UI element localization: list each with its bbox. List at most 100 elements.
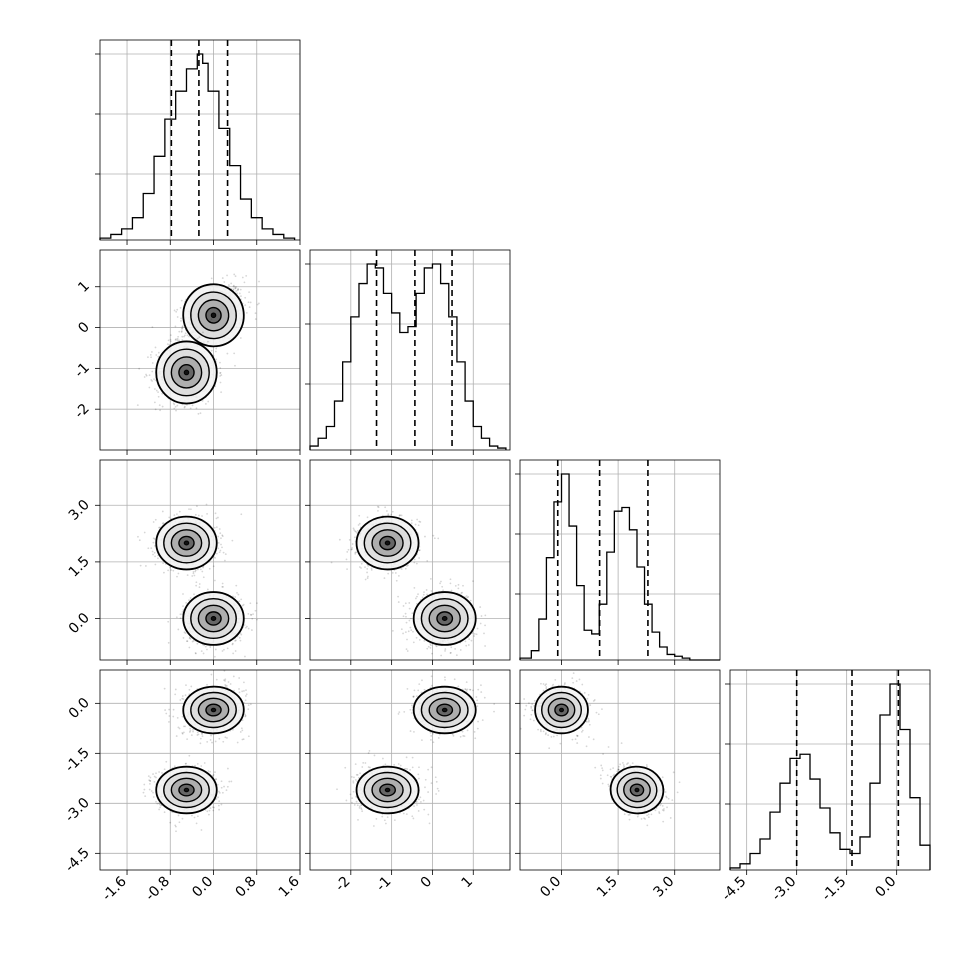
scatter-point: [430, 590, 433, 592]
scatter-point: [219, 375, 221, 377]
scatter-point: [348, 538, 351, 541]
scatter-point: [447, 663, 449, 665]
scatter-point: [429, 643, 432, 645]
scatter-point: [224, 553, 227, 556]
scatter-point: [238, 600, 241, 602]
scatter-point: [154, 518, 157, 521]
scatter-point: [179, 617, 182, 620]
scatter-point: [352, 527, 355, 530]
scatter-point: [394, 572, 397, 574]
scatter-point: [181, 335, 184, 338]
scatter-point: [215, 358, 218, 361]
scatter-point: [136, 404, 139, 407]
scatter-point: [450, 646, 453, 649]
scatter-point: [196, 505, 198, 508]
scatter-point: [418, 549, 421, 552]
scatter-point: [188, 508, 190, 511]
scatter-point: [220, 391, 223, 394]
scatter-point: [174, 688, 177, 691]
scatter-point: [173, 407, 176, 410]
scatter-panel-2-1: [309, 459, 511, 665]
scatter-point: [345, 558, 348, 561]
scatter-point: [181, 327, 184, 330]
scatter-point: [153, 538, 156, 540]
scatter-point: [168, 715, 171, 717]
scatter-point: [454, 648, 457, 650]
scatter-point: [219, 549, 222, 552]
scatter-panel-3-0: [99, 669, 301, 871]
scatter-point: [189, 729, 192, 732]
scatter-point: [479, 606, 482, 608]
scatter-point: [205, 503, 208, 506]
scatter-point: [449, 651, 452, 654]
scatter-point: [360, 567, 362, 569]
scatter-point: [247, 708, 250, 711]
scatter-point: [338, 538, 341, 541]
scatter-point: [404, 631, 407, 634]
scatter-point: [214, 512, 217, 515]
scatter-point: [206, 740, 209, 743]
scatter-point: [189, 334, 191, 337]
scatter-point: [407, 564, 409, 567]
scatter-point: [191, 640, 194, 643]
scatter-point: [208, 567, 211, 570]
scatter-point: [239, 337, 242, 339]
scatter-point: [256, 602, 258, 605]
scatter-point: [483, 632, 485, 635]
scatter-point: [233, 273, 236, 276]
scatter-point: [151, 370, 154, 373]
scatter-point: [186, 334, 189, 337]
scatter-point: [226, 274, 228, 277]
density-peak: [441, 616, 448, 621]
scatter-point: [223, 670, 226, 672]
scatter-point: [454, 584, 457, 587]
scatter-point: [402, 632, 404, 635]
scatter-point: [143, 531, 146, 534]
scatter-point: [249, 703, 252, 706]
scatter-point: [241, 729, 244, 732]
scatter-point: [169, 338, 172, 341]
scatter-point: [366, 516, 369, 519]
scatter-point: [138, 539, 141, 542]
scatter-point: [153, 551, 156, 554]
scatter-point: [219, 367, 222, 369]
scatter-point: [417, 593, 419, 596]
scatter-point: [209, 739, 212, 741]
scatter-point: [398, 514, 401, 517]
scatter-point: [157, 351, 160, 354]
scatter-point: [236, 292, 239, 295]
scatter-point: [240, 513, 243, 516]
scatter-point: [245, 275, 248, 277]
scatter-point: [234, 596, 237, 598]
scatter-point: [256, 618, 258, 621]
scatter-point: [435, 644, 437, 647]
scatter-point: [196, 568, 199, 571]
scatter-point: [206, 512, 208, 515]
scatter-point: [219, 532, 222, 535]
scatter-point: [358, 566, 361, 568]
scatter-point: [223, 679, 225, 682]
scatter-point: [235, 290, 238, 292]
scatter-point: [213, 526, 216, 529]
scatter-point: [355, 551, 358, 554]
scatter-point: [444, 648, 447, 650]
scatter-point: [476, 627, 479, 630]
scatter-point: [168, 721, 170, 723]
scatter-point: [240, 295, 242, 298]
hist-step: [519, 473, 720, 661]
scatter-point: [181, 695, 184, 697]
scatter-point: [190, 734, 193, 737]
panel-content: [136, 273, 260, 415]
scatter-point: [214, 350, 217, 353]
scatter-point: [186, 738, 189, 741]
scatter-point: [206, 588, 209, 591]
scatter-point: [441, 585, 444, 588]
scatter-point: [211, 741, 213, 744]
scatter-point: [217, 541, 220, 544]
scatter-point: [169, 340, 172, 343]
scatter-point: [442, 589, 444, 592]
scatter-point: [167, 620, 170, 623]
scatter-point: [251, 629, 253, 631]
scatter-point: [237, 288, 240, 291]
